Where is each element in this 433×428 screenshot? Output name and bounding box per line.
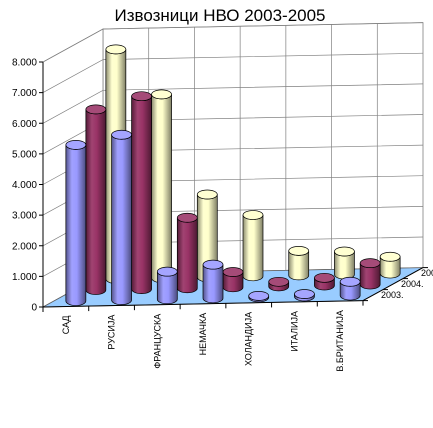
bar-top-2005.-ФРАНЦУСКА xyxy=(196,189,218,200)
bar-2003.-САД xyxy=(65,144,87,306)
bar-top-2003.-РУСИЈА xyxy=(111,129,132,140)
bar-top-2004.-ФРАНЦУСКА xyxy=(176,212,198,223)
bar-top-2005.-ИТАЛИЈА xyxy=(334,246,355,257)
bar-top-2003.-САД xyxy=(65,140,87,150)
x-tick-label: В.БРИТАНИЈА xyxy=(335,310,345,372)
bar-top-2003.-В.БРИТАНИЈА xyxy=(339,276,361,287)
bar-top-2004.-ХОЛАНДИЈА xyxy=(268,276,290,287)
bar-2003.-НЕМАЧКА xyxy=(202,264,224,304)
x-axis xyxy=(42,300,364,308)
bar-2004.-ФРАНЦУСКА xyxy=(176,217,198,294)
series-label: 2005. xyxy=(421,268,433,278)
y-tick-label: 2.000 xyxy=(12,241,37,252)
bar-2005.-РУСИЈА xyxy=(151,94,172,283)
bar-2004.-РУСИЈА xyxy=(131,96,152,294)
y-tick-label: 8.000 xyxy=(12,58,37,69)
y-tick-label: 4.000 xyxy=(12,180,37,191)
bar-top-2004.-РУСИЈА xyxy=(131,91,152,102)
bar-top-2004.-САД xyxy=(85,104,107,115)
gridline-y xyxy=(42,22,424,63)
bar-top-2005.-САД xyxy=(105,44,127,55)
x-tick-label: ИТАЛИЈА xyxy=(289,311,299,352)
x-tick-label: ХОЛАНДИЈА xyxy=(244,312,254,366)
bar-top-2004.-В.БРИТАНИЈА xyxy=(359,258,381,268)
gridline-y xyxy=(42,52,424,93)
gridline-y xyxy=(42,83,424,124)
x-tick-label: НЕМАЧКА xyxy=(198,313,208,356)
series-label: 2003. xyxy=(381,290,404,300)
bar-top-2005.-РУСИЈА xyxy=(151,89,172,100)
bar-2004.-САД xyxy=(85,109,107,295)
y-tick-label: 0 xyxy=(31,303,37,314)
bar-top-2003.-ХОЛАНДИЈА xyxy=(248,291,270,301)
x-tick-label: РУСИЈА xyxy=(107,315,117,350)
bar-top-2003.-ФРАНЦУСКА xyxy=(156,266,178,277)
y-tick-label: 1.000 xyxy=(12,272,37,283)
x-tick-label: ФРАНЦУСКА xyxy=(152,314,162,369)
bar-top-2003.-НЕМАЧКА xyxy=(202,259,224,270)
series-label: 2004. xyxy=(401,279,424,289)
bar-top-2005.-НЕМАЧКА xyxy=(242,210,264,220)
y-tick-label: 7.000 xyxy=(12,88,37,99)
x-tick-label: САД xyxy=(61,316,71,335)
depth-axis xyxy=(362,267,424,302)
bar-top-2005.-В.БРИТАНИЈА xyxy=(379,251,401,262)
chart-title: Извозници НВО 2003-2005 xyxy=(114,6,325,25)
bar-2003.-РУСИЈА xyxy=(111,134,132,305)
y-tick-label: 3.000 xyxy=(12,211,37,222)
y-tick-label: 5.000 xyxy=(12,149,37,160)
bar-top-2004.-НЕМАЧКА xyxy=(222,267,244,277)
bar-top-2003.-ИТАЛИЈА xyxy=(294,289,315,299)
y-tick-label: 6.000 xyxy=(12,119,37,130)
plot-area: 0 1.000 2.000 3.000 4.000 5.000 6.000 7.000 8.00… xyxy=(12,22,433,372)
bar-top-2004.-ИТАЛИЈА xyxy=(314,272,335,283)
bar-2005.-НЕМАЧКА xyxy=(242,214,264,282)
bar-top-2005.-ХОЛАНДИЈА xyxy=(288,246,310,256)
